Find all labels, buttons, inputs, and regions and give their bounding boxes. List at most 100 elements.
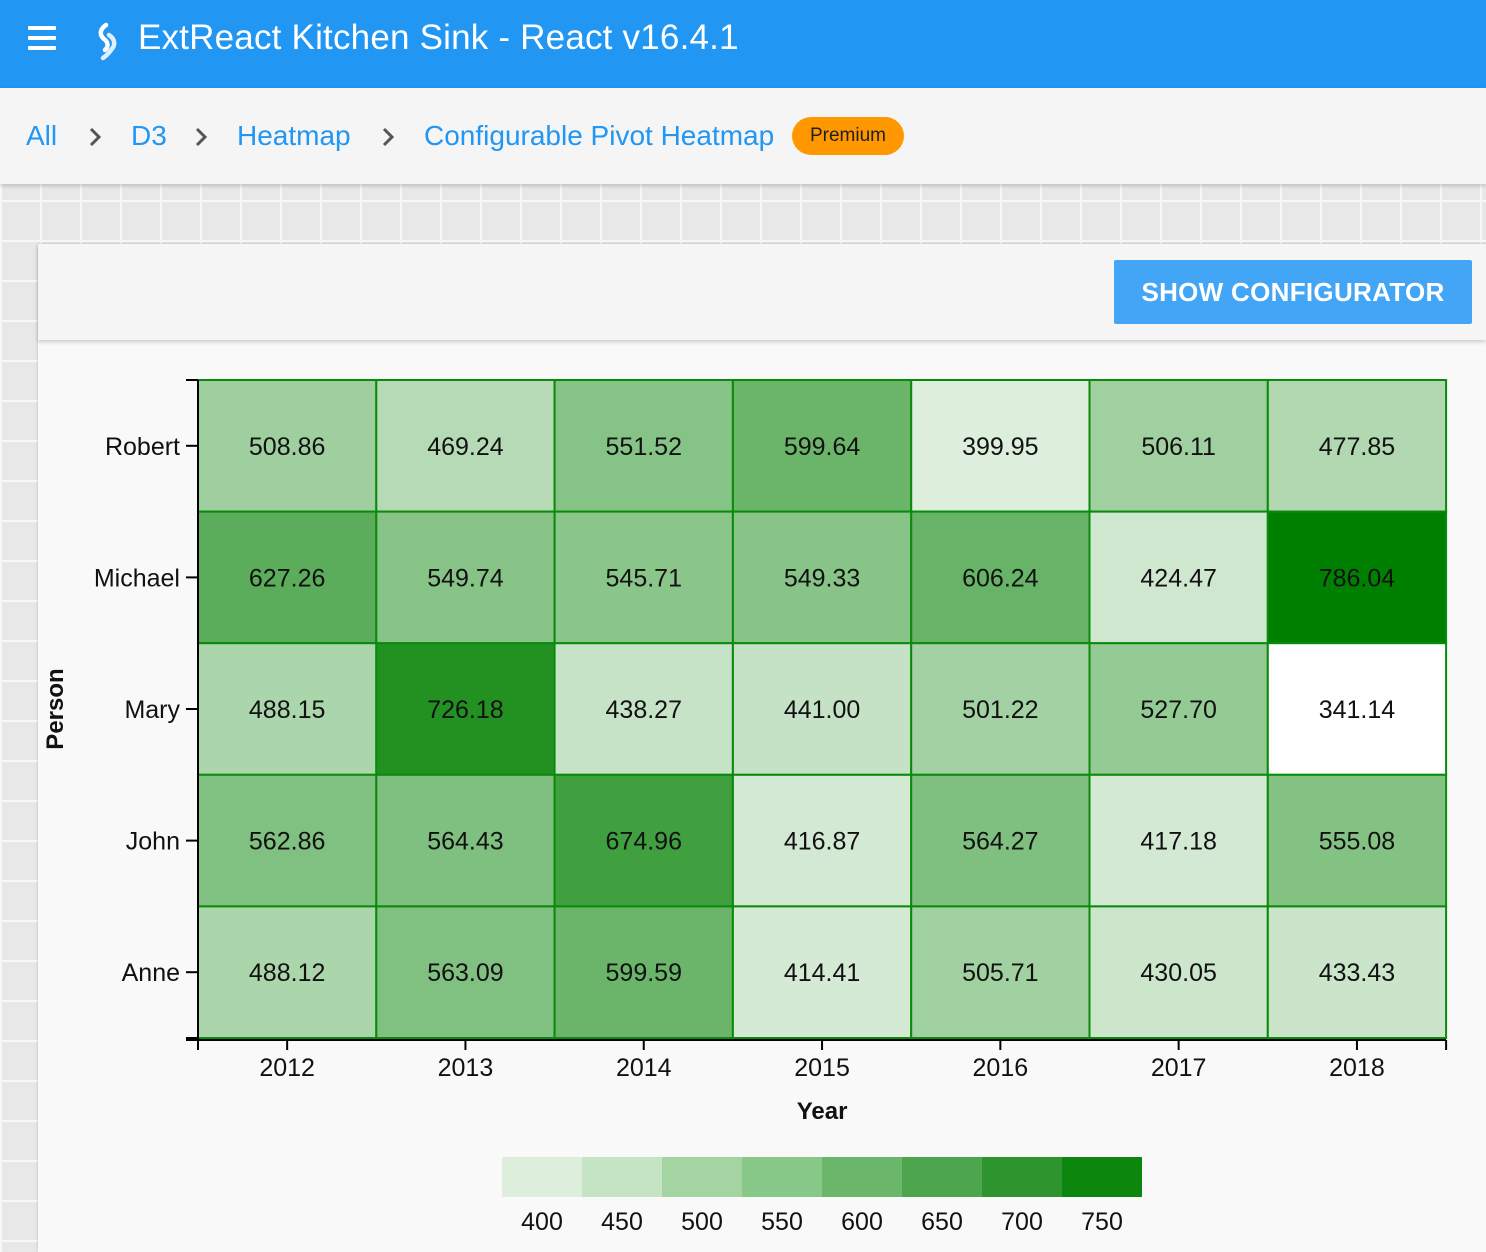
cell-value-label: 563.09 <box>427 959 503 987</box>
heatmap-cell <box>731 773 913 908</box>
cell-value-label: 488.15 <box>249 696 325 724</box>
cell-value-label: 341.14 <box>1319 696 1396 724</box>
legend-swatch <box>902 1157 982 1197</box>
heatmap-cell <box>731 642 913 776</box>
cell-value-label: 506.11 <box>1141 433 1216 461</box>
legend-tick-label: 550 <box>761 1208 803 1236</box>
premium-badge: Premium <box>792 117 904 155</box>
cell-value-label: 551.52 <box>606 433 682 461</box>
cell-value-label: 549.33 <box>784 564 860 592</box>
legend-tick-label: 450 <box>601 1208 643 1236</box>
cell-value-label: 555.08 <box>1319 828 1395 856</box>
cell-value-label: 501.22 <box>962 696 1038 724</box>
cell-value-label: 416.87 <box>784 828 860 856</box>
cell-value-label: 399.95 <box>962 433 1038 461</box>
x-tick-label: 2013 <box>438 1054 494 1082</box>
show-configurator-button[interactable]: SHOW CONFIGURATOR <box>1114 260 1472 324</box>
heatmap-cell <box>1088 379 1269 513</box>
heatmap-cell <box>910 379 1091 513</box>
legend-tick-label: 500 <box>681 1208 723 1236</box>
cell-value-label: 424.47 <box>1140 564 1216 592</box>
cell-value-label: 469.24 <box>427 433 504 461</box>
heatmap-cell <box>553 379 734 513</box>
chevron-right-icon <box>382 127 395 147</box>
breadcrumb-link-heatmap[interactable]: Heatmap <box>237 120 351 151</box>
x-tick-label: 2015 <box>794 1054 850 1082</box>
cell-value-label: 726.18 <box>427 696 503 724</box>
legend-swatch <box>742 1157 822 1197</box>
app-title: ExtReact Kitchen Sink - React v16.4.1 <box>138 18 739 57</box>
legend-swatch <box>502 1157 582 1197</box>
heatmap-cell <box>375 773 556 908</box>
cell-value-label: 564.27 <box>962 828 1038 856</box>
x-tick-label: 2016 <box>973 1054 1029 1082</box>
heatmap-cell <box>731 379 913 513</box>
heatmap-cell <box>553 642 734 776</box>
breadcrumb-link-all[interactable]: All <box>26 120 58 151</box>
breadcrumb-link-d3[interactable]: D3 <box>131 120 167 151</box>
cell-value-label: 562.86 <box>249 828 325 856</box>
cell-value-label: 627.26 <box>249 564 325 592</box>
y-axis-title: Person <box>42 668 69 749</box>
cell-value-label: 430.05 <box>1140 959 1216 987</box>
x-tick-label: 2017 <box>1151 1054 1207 1082</box>
cell-value-label: 786.04 <box>1319 564 1396 592</box>
cell-value-label: 564.43 <box>427 828 503 856</box>
heatmap-cell <box>1266 905 1448 1040</box>
y-tick-label: Robert <box>105 433 180 461</box>
x-tick-label: 2014 <box>616 1054 672 1082</box>
heatmap-cell <box>197 773 378 908</box>
cell-value-label: 549.74 <box>427 564 504 592</box>
cell-value-label: 545.71 <box>606 564 682 592</box>
panel-toolbar: SHOW CONFIGURATOR <box>38 244 1486 340</box>
heatmap-cell <box>1088 510 1269 645</box>
heatmap-panel: 508.86 469.24 551.52 599.64 399.95 506.11 477.… <box>38 244 1486 1252</box>
legend-swatch <box>662 1157 742 1197</box>
cell-value-label: 508.86 <box>249 433 325 461</box>
x-axis-title: Year <box>797 1098 848 1125</box>
breadcrumb: All D3 Heatmap Configurable Pivot Heatma… <box>0 88 1486 184</box>
cell-value-label: 599.64 <box>784 433 861 461</box>
extreact-logo-icon <box>98 22 117 61</box>
cell-value-label: 441.00 <box>784 696 860 724</box>
legend-swatch <box>1062 1157 1142 1197</box>
cell-value-label: 438.27 <box>606 696 682 724</box>
cell-value-label: 505.71 <box>962 959 1038 987</box>
cell-value-label: 477.85 <box>1319 433 1395 461</box>
heatmap-cell <box>553 905 734 1040</box>
cell-value-label: 527.70 <box>1140 696 1216 724</box>
x-tick-label: 2018 <box>1329 1054 1385 1082</box>
heatmap-cell <box>1266 510 1448 645</box>
chevron-right-icon <box>89 127 102 147</box>
heatmap-cell <box>1088 642 1269 776</box>
y-tick-label: Anne <box>122 959 180 987</box>
heatmap-cell <box>1266 642 1448 776</box>
heatmap-cell <box>553 510 734 645</box>
hamburger-menu-icon[interactable] <box>28 26 56 54</box>
cell-value-label: 599.59 <box>606 959 682 987</box>
cell-value-label: 417.18 <box>1140 828 1216 856</box>
legend-tick-label: 750 <box>1081 1208 1123 1236</box>
legend-swatch <box>822 1157 902 1197</box>
y-tick-label: Michael <box>94 564 180 592</box>
cell-value-label: 488.12 <box>249 959 325 987</box>
cell-value-label: 606.24 <box>962 564 1039 592</box>
cell-value-label: 414.41 <box>784 959 860 987</box>
y-tick-label: John <box>126 828 180 856</box>
legend-tick-label: 600 <box>841 1208 883 1236</box>
y-tick-label: Mary <box>124 696 180 724</box>
heatmap-cell <box>910 642 1091 776</box>
heatmap-cell <box>1088 773 1269 908</box>
heatmap-cell <box>1088 905 1269 1040</box>
heatmap-cell <box>1266 773 1448 908</box>
heatmap-cell <box>197 905 378 1040</box>
heatmap-cell <box>375 642 556 776</box>
chevron-right-icon <box>195 127 208 147</box>
heatmap-cell <box>197 379 378 513</box>
breadcrumb-current-page[interactable]: Configurable Pivot Heatmap <box>424 120 775 151</box>
title-bar: ExtReact Kitchen Sink - React v16.4.1 <box>0 0 1486 88</box>
legend-tick-label: 400 <box>521 1208 563 1236</box>
heatmap-cell <box>375 379 556 513</box>
heatmap-chart: 508.86 469.24 551.52 599.64 399.95 506.11 477.… <box>42 379 1448 1236</box>
legend-swatch <box>582 1157 662 1197</box>
